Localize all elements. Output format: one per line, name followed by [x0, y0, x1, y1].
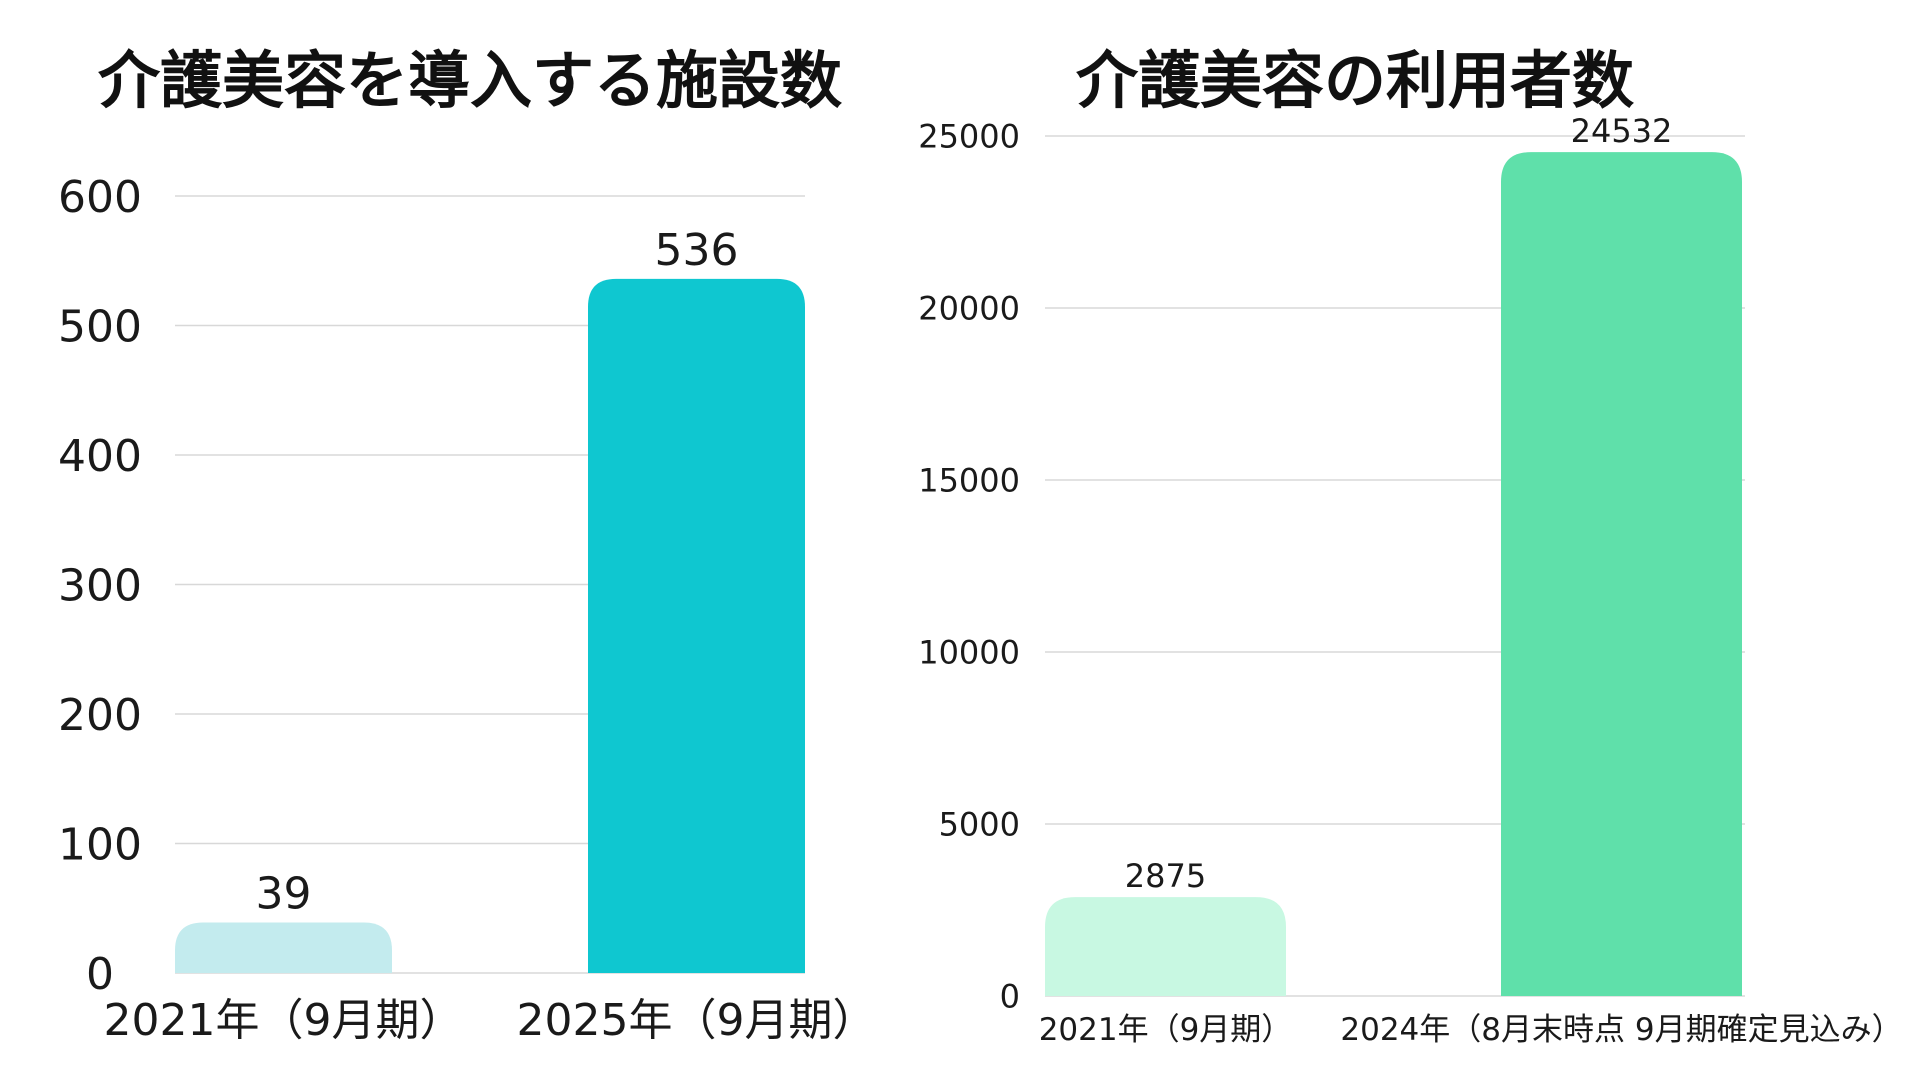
x-tick-label: 2021年（9月期）	[104, 995, 464, 1046]
y-tick-label: 100	[58, 819, 142, 870]
y-tick-label: 15000	[918, 462, 1020, 500]
bar	[588, 278, 805, 973]
y-tick-label: 25000	[918, 118, 1020, 156]
y-tick-label: 300	[58, 560, 142, 611]
chart-facilities-plot: 0 100 200 300 400 500 600 39 2021年（9月期） 536 2025年（…	[58, 172, 877, 1046]
y-tick-label: 0	[1000, 978, 1020, 1016]
bar	[1501, 152, 1742, 997]
bar	[175, 922, 392, 973]
chart-users: 介護美容の利用者数 0 5000 10000 15000 20000 25000 2875 2…	[900, 0, 1920, 1080]
chart-facilities: 介護美容を導入する施設数 0 100 200 300 400 500 600 39 2021年（…	[0, 0, 900, 1080]
y-tick-label: 20000	[918, 290, 1020, 328]
y-tick-label: 0	[86, 949, 114, 1000]
data-label: 39	[256, 868, 312, 919]
data-label: 536	[655, 225, 739, 276]
bar	[1045, 897, 1286, 996]
chart-users-plot: 0 5000 10000 15000 20000 25000 2875 2021年（9月期） 2…	[918, 112, 1902, 1048]
y-tick-label: 400	[58, 431, 142, 482]
y-tick-label: 500	[58, 301, 142, 352]
chart-title: 介護美容を導入する施設数	[97, 44, 842, 117]
data-label: 2875	[1125, 857, 1206, 895]
y-tick-label: 10000	[918, 634, 1020, 672]
chart-title: 介護美容の利用者数	[1075, 44, 1634, 117]
y-tick-label: 200	[58, 690, 142, 741]
data-label: 24532	[1571, 112, 1673, 150]
y-tick-label: 600	[58, 172, 142, 223]
y-tick-label: 5000	[939, 806, 1020, 844]
x-tick-label: 2021年（9月期）	[1039, 1012, 1293, 1048]
x-tick-label: 2024年（8月末時点 9月期確定見込み）	[1340, 1012, 1902, 1048]
x-tick-label: 2025年（9月期）	[517, 995, 877, 1046]
